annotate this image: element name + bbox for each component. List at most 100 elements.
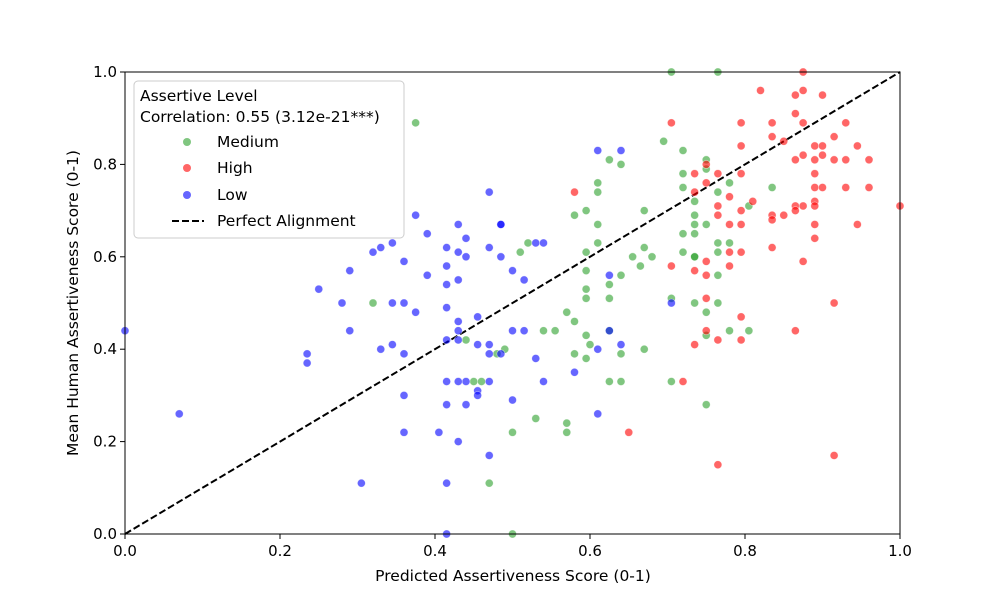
point-medium: [713, 238, 723, 248]
point-high: [701, 257, 711, 266]
point-high: [725, 247, 734, 257]
point-medium: [368, 298, 378, 308]
point-high: [736, 335, 746, 345]
point-low: [388, 298, 397, 308]
point-high: [701, 294, 711, 303]
point-medium: [639, 344, 649, 354]
point-high: [701, 270, 711, 280]
point-medium: [605, 294, 614, 303]
point-low: [368, 247, 378, 257]
point-medium: [744, 326, 754, 336]
point-high: [810, 201, 820, 211]
point-low: [302, 349, 312, 359]
x-axis-label: Predicted Assertiveness Score (0-1): [375, 567, 651, 585]
point-low: [314, 284, 324, 294]
point-medium: [628, 252, 637, 262]
point-high: [798, 257, 808, 266]
legend-correlation: Correlation: 0.55 (3.12e-21***): [140, 108, 380, 126]
point-low: [442, 280, 451, 289]
point-low: [519, 326, 529, 336]
point-medium: [667, 377, 676, 386]
point-medium: [581, 284, 591, 294]
point-high: [864, 183, 874, 192]
x-tick-label: 0.6: [578, 542, 602, 560]
point-low: [508, 266, 517, 275]
point-low: [376, 344, 386, 354]
point-medium: [678, 247, 688, 257]
point-medium: [639, 243, 649, 252]
point-high: [748, 197, 758, 206]
point-low: [484, 451, 494, 460]
point-low: [496, 220, 506, 229]
x-tick-label: 1.0: [888, 542, 912, 560]
point-low: [453, 437, 463, 446]
point-medium: [701, 220, 711, 229]
point-medium: [678, 146, 688, 155]
point-high: [779, 137, 789, 146]
point-high: [767, 118, 777, 128]
point-high: [713, 201, 723, 211]
point-high: [810, 141, 820, 151]
point-high: [690, 169, 699, 178]
point-low: [388, 238, 397, 248]
point-medium: [690, 197, 699, 206]
legend-box: [133, 80, 405, 239]
point-low: [399, 298, 409, 308]
point-medium: [570, 210, 579, 220]
point-high: [810, 183, 820, 192]
point-medium: [725, 326, 734, 336]
point-low: [461, 377, 471, 386]
point-low: [616, 146, 626, 155]
point-high: [791, 109, 800, 118]
point-high: [798, 86, 808, 95]
point-high: [736, 312, 746, 322]
point-medium: [616, 377, 626, 386]
point-low: [345, 266, 355, 275]
point-low: [345, 326, 355, 336]
point-high: [810, 155, 820, 165]
point-medium: [636, 261, 645, 271]
point-high: [713, 169, 723, 178]
point-high: [701, 178, 711, 188]
point-low: [453, 377, 463, 386]
point-medium: [562, 418, 572, 428]
point-medium: [593, 220, 603, 229]
point-high: [725, 220, 734, 229]
point-high: [767, 243, 777, 252]
point-medium: [508, 428, 517, 437]
point-medium: [690, 252, 699, 262]
point-high: [678, 377, 688, 386]
point-medium: [411, 118, 420, 128]
point-low: [399, 257, 409, 266]
point-high: [853, 220, 862, 229]
point-low: [496, 252, 506, 262]
point-medium: [701, 400, 711, 409]
legend-title: Assertive Level: [140, 87, 258, 105]
point-low: [399, 349, 409, 359]
point-high: [736, 169, 746, 178]
point-low: [473, 391, 482, 400]
point-medium: [469, 377, 479, 386]
y-tick-label: 0.2: [93, 433, 117, 451]
point-medium: [690, 210, 699, 220]
point-low: [453, 326, 463, 336]
point-low: [519, 275, 529, 285]
point-medium: [639, 206, 649, 215]
point-high: [791, 90, 800, 100]
point-high: [798, 150, 808, 160]
point-medium: [605, 155, 614, 165]
point-low: [376, 243, 386, 252]
y-tick-label: 0.8: [93, 155, 117, 173]
point-high: [570, 187, 579, 197]
point-medium: [570, 349, 579, 359]
y-tick-label: 0.6: [93, 248, 117, 266]
point-high: [829, 132, 839, 141]
point-high: [690, 340, 699, 349]
point-high: [791, 206, 800, 215]
point-low: [442, 400, 451, 409]
point-high: [810, 220, 820, 229]
point-low: [399, 391, 409, 400]
reference-line-layer: [124, 71, 901, 535]
point-medium: [678, 169, 688, 178]
